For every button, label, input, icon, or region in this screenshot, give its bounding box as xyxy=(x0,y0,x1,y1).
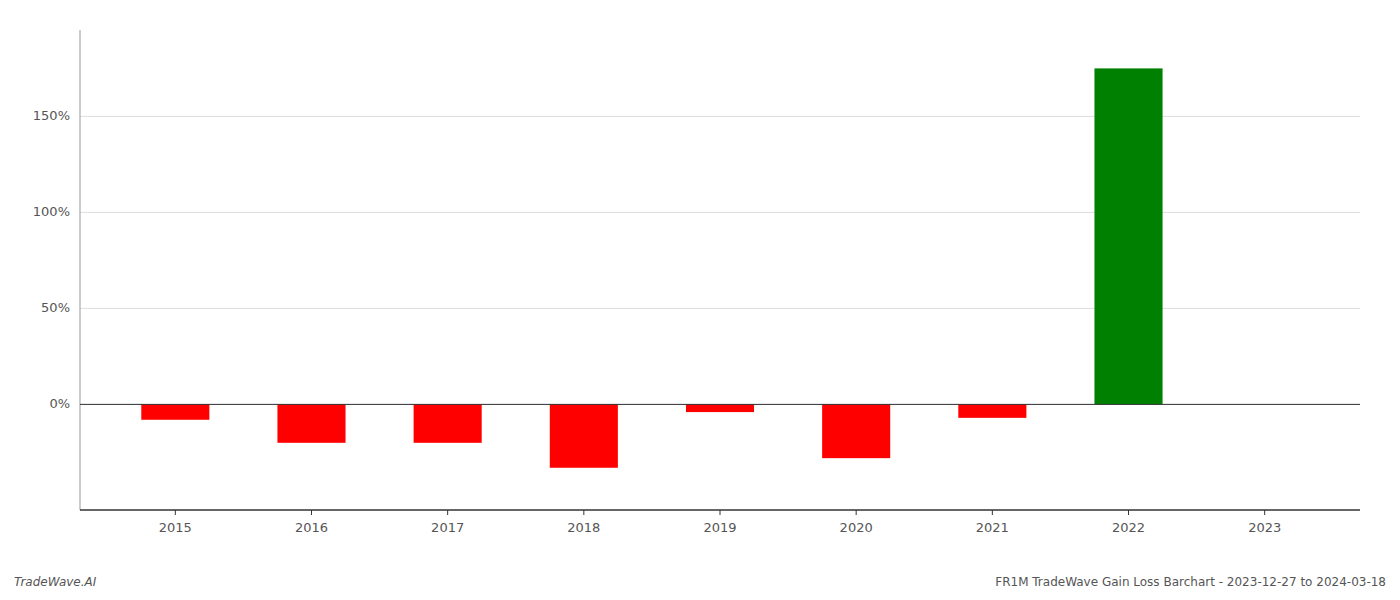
x-tick-label: 2022 xyxy=(1112,520,1145,535)
grid-line xyxy=(80,308,1360,309)
bar xyxy=(550,404,618,467)
bar xyxy=(277,404,345,442)
bar xyxy=(958,404,1026,417)
x-tick-label: 2021 xyxy=(976,520,1009,535)
annotation: TradeWave.AI xyxy=(14,575,97,589)
zero-line xyxy=(80,404,1360,405)
x-tick xyxy=(583,510,584,515)
x-tick-label: 2020 xyxy=(840,520,873,535)
x-tick-label: 2016 xyxy=(295,520,328,535)
x-tick-label: 2017 xyxy=(431,520,464,535)
grid-line xyxy=(80,116,1360,117)
title: FR1M TradeWave Gain Loss Barchart - 2023… xyxy=(995,575,1386,589)
bars xyxy=(141,68,1162,467)
x-tick xyxy=(175,510,176,515)
bar xyxy=(686,404,754,412)
grid-line xyxy=(80,212,1360,213)
y-axis-line xyxy=(80,30,81,510)
bar xyxy=(1094,68,1162,404)
x-tick-label: 2019 xyxy=(703,520,736,535)
y-tick-label: 0% xyxy=(49,396,70,411)
y-tick-label: 50% xyxy=(41,300,70,315)
x-tick xyxy=(856,510,857,515)
grid xyxy=(80,116,1360,404)
x-tick-label: 2023 xyxy=(1248,520,1281,535)
x-tick xyxy=(1264,510,1265,515)
y-tick-label: 100% xyxy=(33,204,70,219)
bar xyxy=(822,404,890,458)
x-tick xyxy=(992,510,993,515)
x-tick xyxy=(447,510,448,515)
x-tick-label: 2018 xyxy=(567,520,600,535)
x-tick-label: 2015 xyxy=(159,520,192,535)
x-tick xyxy=(720,510,721,515)
bar xyxy=(141,404,209,419)
x-tick xyxy=(311,510,312,515)
chart: 0% 50% 100% 150% 2015 2016 2017 2018 2019 2020 202… xyxy=(0,0,1400,600)
bar xyxy=(414,404,482,442)
y-tick-label: 150% xyxy=(33,108,70,123)
x-tick xyxy=(1128,510,1129,515)
grid-line xyxy=(80,404,1360,405)
